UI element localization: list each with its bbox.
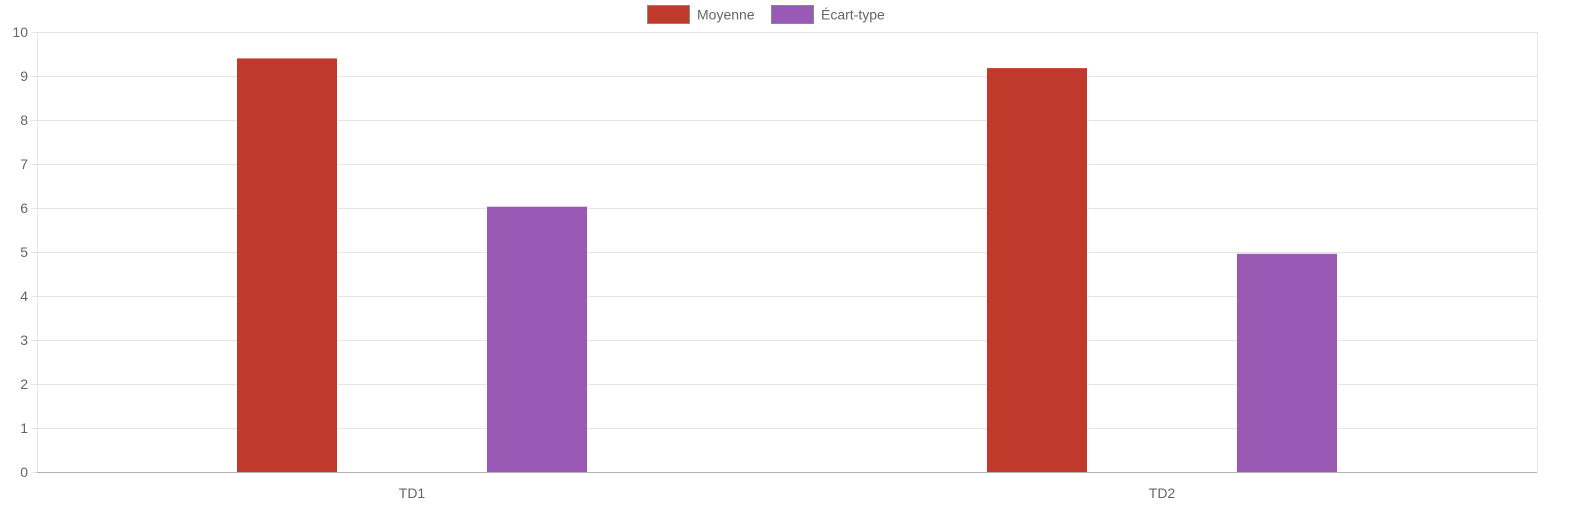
bar--cart-type-td1[interactable] — [487, 206, 587, 472]
y-tick-label: 10 — [12, 24, 28, 40]
legend-item-moyenne[interactable]: Moyenne — [647, 5, 755, 24]
y-tick-label: 0 — [20, 464, 28, 480]
y-tick-label: 9 — [20, 68, 28, 84]
legend-swatch — [647, 5, 690, 24]
y-tick-label: 6 — [20, 200, 28, 216]
y-tick-label: 5 — [20, 244, 28, 260]
bar-moyenne-td2[interactable] — [987, 68, 1087, 472]
y-tick-label: 8 — [20, 112, 28, 128]
x-tick-label: TD2 — [1149, 485, 1176, 501]
legend-label: Moyenne — [697, 7, 755, 23]
y-tick-label: 3 — [20, 332, 28, 348]
y-tick-label: 1 — [20, 420, 28, 436]
y-tick-label: 7 — [20, 156, 28, 172]
legend-label: Écart-type — [821, 7, 885, 23]
legend-swatch — [771, 5, 814, 24]
bar-moyenne-td1[interactable] — [237, 58, 337, 473]
y-axis-ticks: 0 1 2 3 4 5 6 7 8 9 10 — [12, 24, 28, 480]
legend-item--cart-type[interactable]: Écart-type — [771, 5, 886, 24]
x-tick-label: TD1 — [399, 485, 426, 501]
bar--cart-type-td2[interactable] — [1237, 253, 1337, 472]
legend[interactable]: Moyenne Écart-type — [647, 5, 886, 24]
bars — [237, 58, 1337, 473]
y-tick-label: 2 — [20, 376, 28, 392]
x-axis-ticks: TD1 TD2 — [37, 472, 1537, 501]
y-tick-label: 4 — [20, 288, 28, 304]
